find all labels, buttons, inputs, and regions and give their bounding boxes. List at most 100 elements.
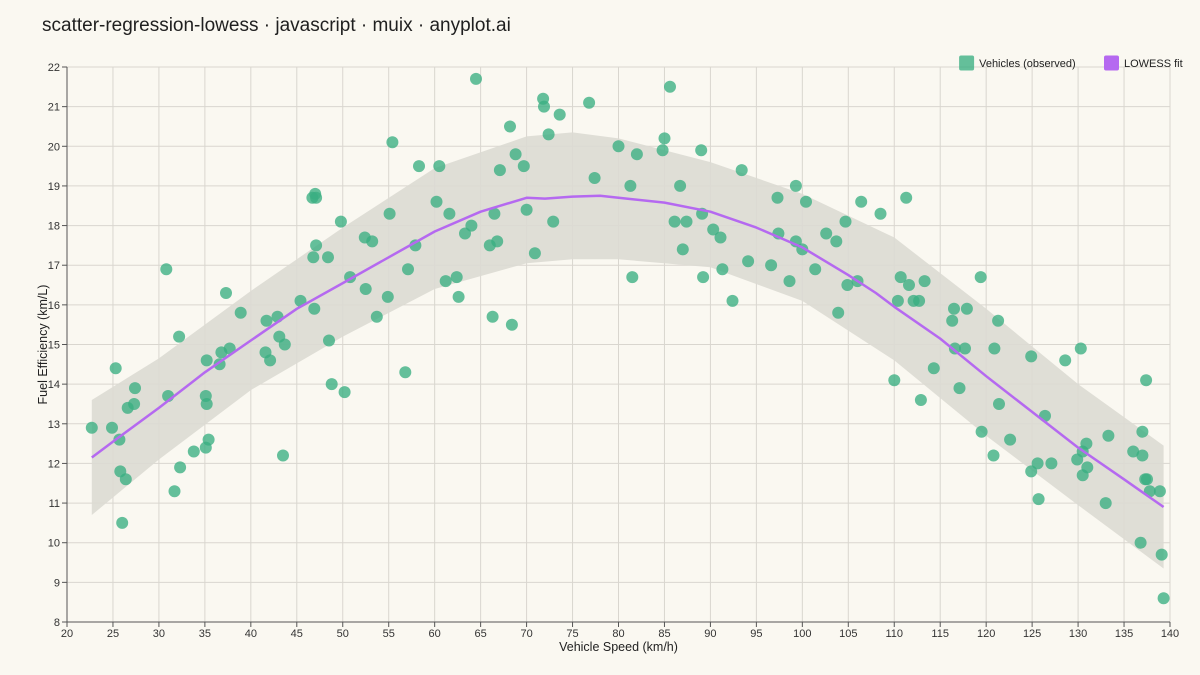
- legend-swatch: [959, 55, 975, 71]
- x-tick-label: 130: [1069, 628, 1087, 640]
- data-point: [707, 223, 720, 236]
- data-point: [1134, 536, 1147, 549]
- data-point: [903, 279, 915, 291]
- data-point: [888, 374, 901, 387]
- data-point: [695, 144, 708, 157]
- y-tick-label: 16: [48, 300, 60, 312]
- data-point: [988, 342, 1001, 355]
- data-point: [697, 271, 710, 284]
- data-point: [1157, 592, 1170, 605]
- data-point: [820, 227, 833, 240]
- legend: Vehicles (observed) LOWESS fit: [959, 55, 1183, 71]
- x-tick-label: 105: [839, 628, 857, 640]
- fit-line-layer: [91, 194, 1165, 509]
- y-tick-label: 18: [48, 221, 60, 233]
- data-point: [1031, 457, 1044, 470]
- data-point: [676, 243, 689, 256]
- data-point: [187, 445, 200, 458]
- data-point: [200, 354, 213, 367]
- x-axis-label: Vehicle Speed (km/h): [559, 640, 678, 654]
- y-tick-label: 13: [48, 419, 60, 431]
- data-point: [789, 179, 802, 192]
- data-point: [470, 72, 482, 85]
- data-point: [742, 255, 755, 268]
- y-tick-label: 14: [48, 379, 60, 391]
- data-point: [588, 172, 601, 184]
- data-point: [113, 433, 126, 446]
- data-point: [520, 203, 533, 216]
- data-point: [443, 207, 456, 220]
- data-point: [735, 164, 748, 177]
- lowess-fit-line: [91, 194, 1165, 509]
- data-point: [1032, 493, 1045, 506]
- data-point: [310, 191, 323, 204]
- data-point: [841, 279, 854, 291]
- x-tick-label: 30: [153, 628, 165, 640]
- x-tick-label: 140: [1161, 628, 1179, 640]
- data-point: [959, 342, 971, 355]
- data-point: [409, 239, 422, 252]
- data-point: [322, 251, 334, 264]
- data-point: [771, 191, 784, 204]
- data-point: [116, 516, 129, 529]
- data-point: [1059, 354, 1072, 367]
- data-point: [891, 294, 904, 307]
- data-point: [1136, 449, 1149, 462]
- data-point: [783, 275, 796, 288]
- y-axis-label: Fuel Efficiency (km/L): [36, 285, 50, 405]
- data-point: [960, 302, 973, 315]
- x-tick-label: 45: [291, 628, 303, 640]
- data-point: [509, 148, 522, 161]
- y-tick-label: 15: [48, 340, 60, 352]
- x-tick-label: 60: [429, 628, 441, 640]
- x-tick-label: 25: [107, 628, 119, 640]
- points-layer: [85, 72, 1170, 605]
- legend-item: Vehicles (observed): [959, 55, 1076, 71]
- data-point: [504, 120, 516, 133]
- x-tick-label: 110: [885, 628, 903, 640]
- x-tick-label: 55: [383, 628, 395, 640]
- data-point: [1004, 433, 1017, 446]
- data-point: [493, 164, 506, 177]
- data-point: [975, 425, 988, 438]
- data-point: [900, 191, 913, 204]
- data-point: [765, 259, 778, 272]
- x-tick-label: 125: [1023, 628, 1041, 640]
- data-point: [993, 398, 1005, 410]
- data-point: [658, 132, 671, 145]
- data-point: [366, 235, 379, 248]
- data-point: [953, 382, 966, 395]
- data-point: [160, 263, 173, 276]
- x-tick-label: 65: [475, 628, 487, 640]
- data-point: [488, 207, 501, 220]
- data-point: [439, 275, 452, 288]
- data-point: [173, 330, 186, 343]
- data-point: [714, 231, 727, 244]
- y-tick-label: 11: [49, 498, 60, 510]
- y-tick-label: 20: [48, 141, 60, 153]
- data-point: [1025, 465, 1038, 478]
- x-tick-label: 90: [704, 628, 716, 640]
- y-tick-label: 21: [48, 102, 60, 114]
- data-point: [948, 302, 960, 315]
- data-point: [1081, 461, 1094, 474]
- data-point: [664, 80, 676, 93]
- data-point: [325, 378, 338, 391]
- data-point: [583, 96, 596, 109]
- data-point: [310, 239, 323, 252]
- data-point: [1045, 457, 1058, 470]
- y-tick-label: 22: [48, 62, 60, 74]
- data-point: [202, 433, 215, 446]
- legend-swatch: [1104, 55, 1119, 71]
- data-point: [109, 362, 122, 375]
- x-tick-label: 75: [566, 628, 578, 640]
- data-point: [855, 195, 868, 208]
- x-tick-label: 115: [931, 628, 949, 640]
- x-tick-label: 20: [61, 628, 73, 640]
- x-tick-label: 35: [199, 628, 211, 640]
- data-point: [430, 195, 443, 208]
- y-tick-label: 8: [54, 617, 60, 629]
- data-point: [517, 160, 530, 173]
